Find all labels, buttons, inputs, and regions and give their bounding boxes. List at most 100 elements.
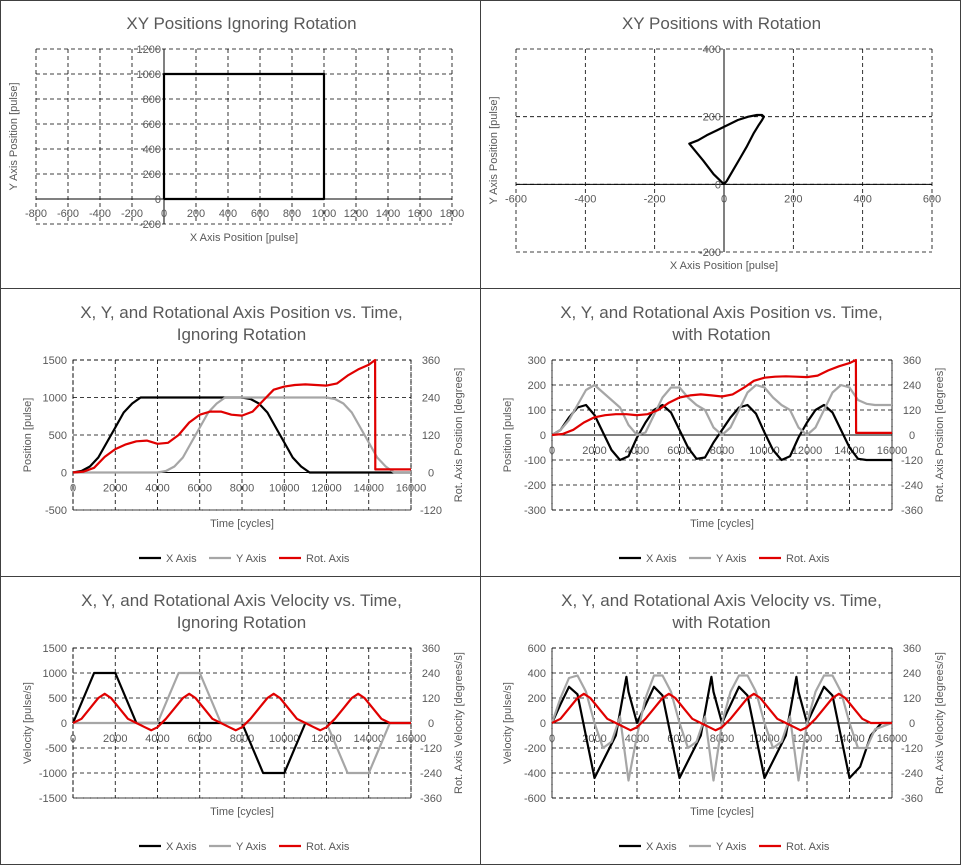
y-tick-label: -200 <box>524 480 546 492</box>
x-tick-label: 200 <box>784 193 802 205</box>
y2-tick-label: 240 <box>903 668 921 680</box>
x-tick-label: 10000 <box>269 483 300 495</box>
chart-panel: X, Y, and Rotational Axis Velocity vs. T… <box>0 576 481 865</box>
x-tick-label: 12000 <box>311 483 342 495</box>
y2-tick-label: 0 <box>909 718 915 730</box>
y-axis-label: Position [pulse] <box>22 398 34 473</box>
y2-tick-label: -120 <box>420 505 442 517</box>
chart-svg: XY Positions Ignoring Rotation -800 -600 -4… <box>8 14 464 244</box>
y2-tick-label: 120 <box>422 693 440 705</box>
y-axis-label: Position [pulse] <box>502 398 514 473</box>
chart-svg: X, Y, and Rotational Axis Position vs. T… <box>502 303 946 565</box>
chart-svg: X, Y, and Rotational Axis Velocity vs. T… <box>502 591 946 853</box>
y-tick-label: 600 <box>528 643 546 655</box>
y-tick-label: 0 <box>61 468 67 480</box>
y-axis-label: Velocity [pulse/s] <box>22 682 34 764</box>
chart-title: X, Y, and Rotational Axis Position vs. T… <box>560 303 883 322</box>
y-tick-label: -1500 <box>39 793 67 805</box>
x-tick-label: 12000 <box>792 733 823 745</box>
legend-label: Y Axis <box>716 841 747 853</box>
y-tick-label: 200 <box>528 693 546 705</box>
y-axis-label: Velocity [pulse/s] <box>502 682 514 764</box>
y2-tick-label: 120 <box>903 405 921 417</box>
y2-tick-label: -240 <box>901 768 923 780</box>
legend-label: Y Axis <box>236 553 267 565</box>
x-tick-label: 400 <box>853 193 871 205</box>
x-tick-label: 400 <box>219 208 237 220</box>
y-tick-label: -200 <box>139 219 161 231</box>
y2-axis-label: Rot. Axis Position [degrees] <box>453 368 465 503</box>
y2-tick-label: 120 <box>903 693 921 705</box>
x-tick-label: 14000 <box>353 483 384 495</box>
chart-title: XY Positions Ignoring Rotation <box>126 14 356 33</box>
x-tick-label: 12000 <box>792 445 823 457</box>
y-tick-label: -500 <box>45 505 67 517</box>
y-tick-label: -100 <box>524 455 546 467</box>
legend-label: X Axis <box>166 841 197 853</box>
x-tick-label: 10000 <box>749 733 780 745</box>
x-tick-label: 14000 <box>834 445 865 457</box>
y-tick-label: -200 <box>699 247 721 259</box>
legend-label: Rot. Axis <box>306 841 350 853</box>
y-tick-label: 1000 <box>137 69 161 81</box>
series-line-x-axis <box>551 403 892 462</box>
y2-axis-label: Rot. Axis Position [degrees] <box>934 368 946 503</box>
x-tick-label: -400 <box>89 208 111 220</box>
y2-tick-label: 360 <box>422 643 440 655</box>
x-tick-label: 200 <box>187 208 205 220</box>
chart-title: X, Y, and Rotational Axis Velocity vs. T… <box>81 591 402 610</box>
y-tick-label: 600 <box>143 119 161 131</box>
x-tick-label: 16000 <box>396 483 427 495</box>
chart-title-line2: with Rotation <box>671 325 770 344</box>
x-tick-label: 0 <box>70 483 76 495</box>
y-tick-label: 1200 <box>137 44 161 56</box>
y-tick-label: 1000 <box>43 393 67 405</box>
legend-label: Rot. Axis <box>306 553 350 565</box>
legend-label: Rot. Axis <box>786 553 830 565</box>
x-tick-label: 8000 <box>710 445 734 457</box>
x-tick-label: 2000 <box>582 445 606 457</box>
x-axis-label: X Axis Position [pulse] <box>190 232 298 244</box>
y-tick-label: -400 <box>524 768 546 780</box>
x-tick-label: 0 <box>549 733 555 745</box>
x-tick-label: 600 <box>923 193 941 205</box>
chart-title-line2: with Rotation <box>671 613 770 632</box>
legend-label: Rot. Axis <box>786 841 830 853</box>
x-tick-label: -400 <box>574 193 596 205</box>
x-tick-label: 1200 <box>344 208 368 220</box>
x-axis-label: Time [cycles] <box>690 806 754 818</box>
x-tick-label: 16000 <box>396 733 427 745</box>
y-tick-label: 1500 <box>43 643 67 655</box>
x-axis-label: X Axis Position [pulse] <box>670 260 778 272</box>
chart-panel: XY Positions with Rotation -600 -400 -200 0 2… <box>480 0 961 289</box>
y2-tick-label: 240 <box>422 393 440 405</box>
y2-tick-label: 0 <box>428 468 434 480</box>
x-tick-label: -600 <box>505 193 527 205</box>
x-tick-label: 14000 <box>834 733 865 745</box>
y2-tick-label: 0 <box>428 718 434 730</box>
y2-tick-label: -120 <box>901 455 923 467</box>
chart-panel: XY Positions Ignoring Rotation -800 -600 -4… <box>0 0 481 289</box>
y2-tick-label: 240 <box>903 380 921 392</box>
x-tick-label: 0 <box>549 445 555 457</box>
y2-tick-label: 360 <box>903 643 921 655</box>
y2-tick-label: 360 <box>422 355 440 367</box>
y-tick-label: 400 <box>703 44 721 56</box>
y2-axis-label: Rot. Axis Velocity [degrees/s] <box>453 652 465 794</box>
x-tick-label: 8000 <box>230 483 254 495</box>
y2-tick-label: -240 <box>420 768 442 780</box>
y-tick-label: 300 <box>528 355 546 367</box>
x-axis-label: Time [cycles] <box>690 518 754 530</box>
x-tick-label: 16000 <box>877 733 908 745</box>
y2-tick-label: 120 <box>422 430 440 442</box>
x-tick-label: 8000 <box>710 733 734 745</box>
y2-tick-label: -240 <box>901 480 923 492</box>
y-tick-label: 500 <box>49 430 67 442</box>
series-line-x-axis <box>72 396 411 474</box>
chart-title: X, Y, and Rotational Axis Position vs. T… <box>80 303 403 322</box>
y-tick-label: 0 <box>155 194 161 206</box>
xy-path-line <box>162 72 326 201</box>
legend-label: X Axis <box>646 553 677 565</box>
y-tick-label: 1000 <box>43 668 67 680</box>
legend-label: X Axis <box>646 841 677 853</box>
